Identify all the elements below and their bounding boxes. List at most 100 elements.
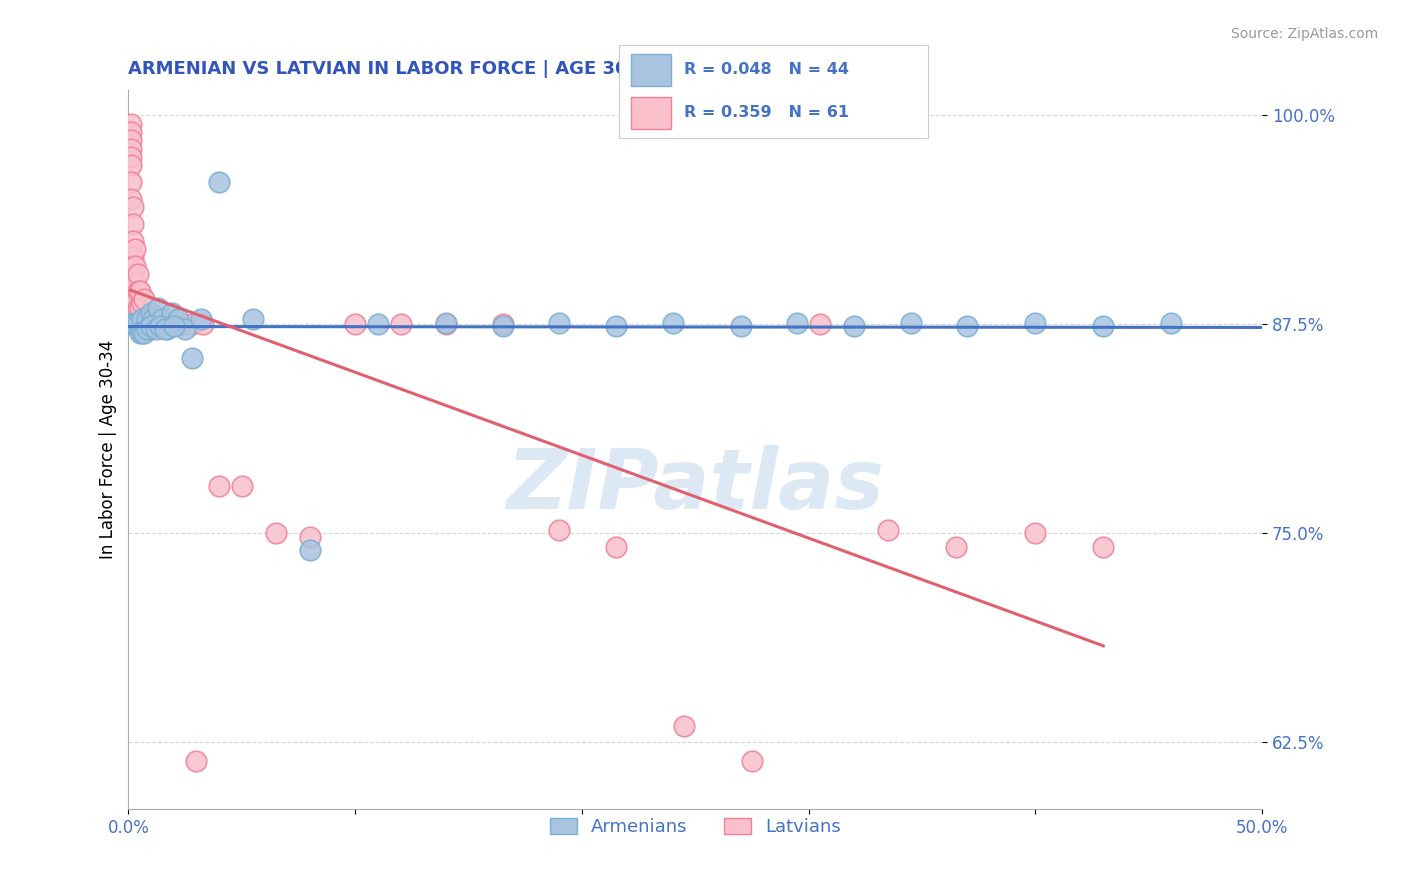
Point [142,318,165,332]
Point [127,267,149,281]
Point [174,322,197,336]
Point [786,316,808,330]
Point [124,292,146,306]
Point [127,318,149,332]
Point [181,351,204,365]
Point [122,234,145,248]
Point [298,530,321,544]
Point [491,318,513,333]
Point [146,316,169,330]
Point [808,318,831,332]
Point [127,301,149,315]
Point [900,316,922,330]
Point [156,322,179,336]
Point [139,318,162,333]
Point [134,292,156,306]
Point [160,305,183,319]
Point [548,316,571,330]
Point [127,284,149,298]
Point [131,312,153,326]
Point [120,192,142,206]
Point [153,322,176,336]
Point [1160,316,1182,330]
Point [389,318,412,332]
Point [122,217,145,231]
Point [208,479,231,493]
Point [672,718,695,732]
Point [122,284,145,298]
Point [1024,316,1046,330]
Point [135,318,157,332]
Point [842,318,865,333]
Point [730,318,752,333]
Text: ARMENIAN VS LATVIAN IN LABOR FORCE | AGE 30-34 CORRELATION CHART: ARMENIAN VS LATVIAN IN LABOR FORCE | AGE… [128,60,882,78]
Point [131,318,153,332]
Point [1092,540,1115,554]
Point [661,316,683,330]
Point [367,318,389,332]
Point [122,251,145,265]
Point [152,318,174,332]
Point [149,318,172,333]
Point [139,305,162,319]
Point [134,322,156,336]
Point [124,242,146,256]
Point [127,318,149,332]
Text: Source: ZipAtlas.com: Source: ZipAtlas.com [1230,27,1378,41]
Point [135,322,157,336]
Point [145,318,167,332]
Point [298,543,321,558]
Point [124,318,146,332]
Point [877,523,900,537]
Point [344,318,367,332]
Point [120,175,142,189]
FancyBboxPatch shape [631,54,671,86]
Point [193,318,215,332]
Point [120,159,142,173]
Point [605,540,627,554]
Point [138,322,160,336]
Point [124,259,146,273]
Legend: Armenians, Latvians: Armenians, Latvians [543,811,848,843]
Point [1024,526,1046,541]
Point [163,318,186,333]
FancyBboxPatch shape [631,97,671,129]
Point [120,133,142,147]
Point [122,267,145,281]
Point [131,326,153,340]
Point [145,322,167,336]
Y-axis label: In Labor Force | Age 30-34: In Labor Force | Age 30-34 [100,340,117,559]
Point [172,318,194,332]
Point [134,326,156,340]
Point [139,309,162,323]
Point [163,318,186,332]
Point [945,540,967,554]
Point [142,312,165,326]
Point [605,318,627,333]
Point [120,117,142,131]
Point [231,479,253,493]
Point [131,295,153,310]
Point [120,125,142,139]
Point [146,301,169,315]
Point [491,318,513,332]
Point [134,312,156,326]
Point [190,312,212,326]
Point [120,150,142,164]
Text: R = 0.359   N = 61: R = 0.359 N = 61 [683,105,849,120]
Point [1092,318,1115,333]
Point [434,318,457,332]
Point [264,526,287,541]
Text: R = 0.048   N = 44: R = 0.048 N = 44 [683,62,849,78]
Point [741,754,763,768]
Point [208,175,231,189]
Point [242,312,264,326]
Point [124,309,146,323]
Point [124,276,146,290]
Point [135,312,157,326]
Point [120,142,142,156]
Point [434,316,457,330]
Point [128,318,150,332]
Point [186,754,208,768]
Point [122,318,145,332]
